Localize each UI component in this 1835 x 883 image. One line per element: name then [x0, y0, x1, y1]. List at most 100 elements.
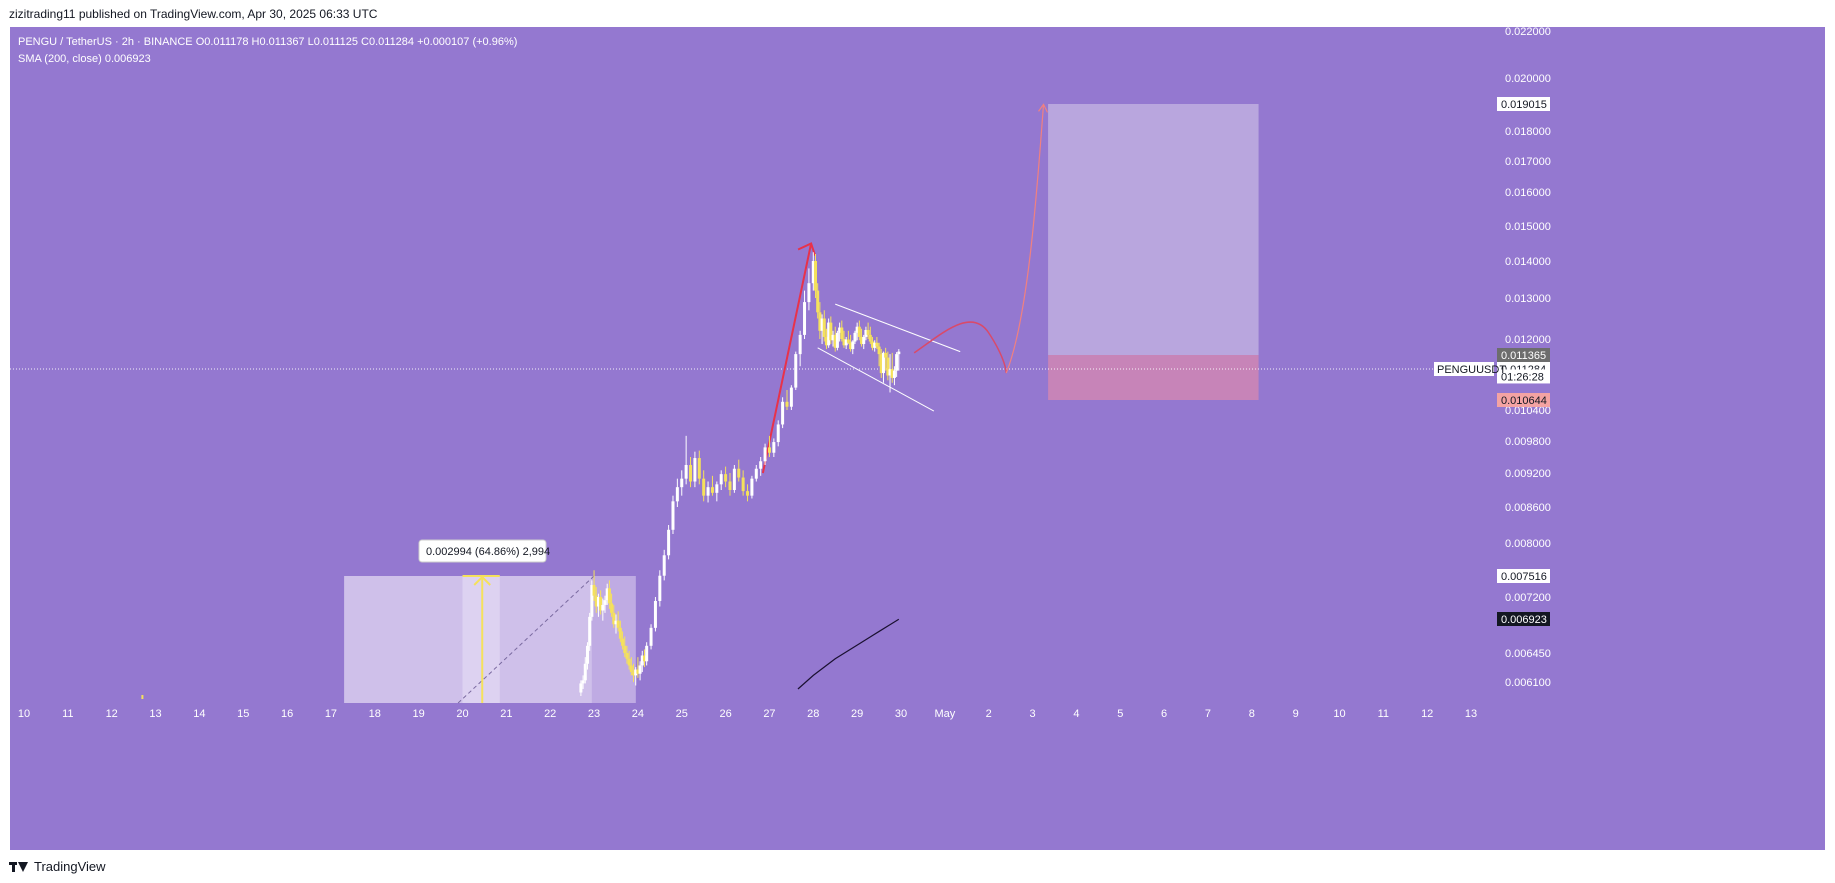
published-bar: zizitrading11 published on TradingView.c… [0, 0, 1835, 27]
candle-body [623, 645, 627, 653]
candle-body [741, 477, 745, 492]
candle-body [816, 290, 820, 313]
candle-body [844, 339, 848, 346]
price-label: 0.011365 [1501, 350, 1546, 362]
candle-body [719, 474, 723, 485]
candle-body [706, 487, 710, 496]
candle-body [592, 585, 596, 596]
candle-body [581, 680, 585, 684]
candle-body [750, 478, 754, 496]
price-label-box [1497, 612, 1550, 626]
time-tick-label: 29 [851, 708, 863, 720]
candle-body [728, 481, 732, 490]
candle-body [732, 468, 736, 490]
time-tick-label: 20 [456, 708, 468, 720]
time-tick-label: 10 [18, 708, 30, 720]
candle-body [754, 468, 758, 479]
tradingview-logo-icon [9, 861, 29, 873]
candle-body [895, 354, 899, 371]
candle-body [897, 351, 901, 355]
candle-body [642, 655, 646, 662]
candle-body [873, 342, 877, 348]
price-label: 0.006923 [1501, 614, 1547, 626]
price-tick-label: 0.008600 [1505, 502, 1551, 514]
candle-body [818, 312, 822, 331]
published-text: zizitrading11 published on TradingView.c… [9, 7, 378, 21]
candle-body [684, 465, 688, 479]
sma-value: 0.006923 [104, 53, 151, 65]
candle-body [627, 658, 631, 666]
candle-body [822, 318, 826, 337]
price-tick-label: 0.022000 [1505, 27, 1551, 38]
measure-band [462, 576, 500, 703]
candle-body [892, 370, 896, 378]
candle-body [879, 354, 883, 374]
price-label-box [1497, 348, 1550, 362]
symbol-tag: PENGUUSDT [1437, 364, 1506, 376]
price-label: 0.019015 [1501, 99, 1547, 111]
candle-body [599, 597, 603, 611]
stop-zone[interactable] [1048, 355, 1259, 400]
candle-body [689, 465, 693, 482]
candle-body [603, 600, 607, 605]
candle-body [807, 283, 811, 303]
candle-body [594, 595, 598, 607]
impulse-arrow-head [797, 242, 817, 256]
time-tick-label: 21 [500, 708, 512, 720]
candle-body [842, 339, 846, 346]
candle-body [588, 616, 592, 646]
candle-body [798, 334, 802, 355]
price-axis [1487, 27, 1825, 850]
candle-body [590, 585, 594, 617]
price-chart[interactable]: 0.002994 (64.86%) 2,994 0.022000 0.020000 0… [10, 27, 1825, 850]
time-tick-label: 12 [106, 708, 118, 720]
candle-body [693, 458, 697, 482]
candle-body [860, 336, 864, 345]
projected-path-up [1005, 104, 1045, 374]
candle-body [645, 645, 649, 662]
candle-body [824, 336, 828, 346]
candle-body [759, 461, 763, 469]
candle-body [835, 332, 839, 348]
candle-body [767, 447, 771, 453]
time-tick-label: 13 [1465, 708, 1477, 720]
chart-area[interactable]: 0.002994 (64.86%) 2,994 0.022000 0.020000 0… [10, 27, 1825, 850]
symbol-tag-box [1434, 362, 1494, 376]
time-tick-label: 24 [632, 708, 644, 720]
candle-body [849, 342, 853, 350]
time-tick-label: 2 [986, 708, 992, 720]
time-tick-label: 15 [237, 708, 249, 720]
measure-label: 0.002994 (64.86%) 2,994 [426, 546, 550, 558]
candle-body [853, 332, 857, 342]
time-tick-label: 6 [1161, 708, 1167, 720]
candle-body [870, 341, 874, 348]
candle-body [868, 334, 872, 342]
price-tick-label: 0.006100 [1505, 677, 1551, 689]
candle-body [601, 604, 605, 611]
candle-body [886, 357, 890, 376]
candle-body [640, 655, 644, 666]
time-tick-label: 10 [1333, 708, 1345, 720]
impulse-arrow-line [761, 243, 813, 474]
price-tick-label: 0.010400 [1505, 405, 1551, 417]
sma-label: SMA (200, close) [18, 53, 102, 65]
candle-body [583, 663, 587, 681]
candle-body [746, 491, 750, 496]
target-zone[interactable] [1048, 104, 1259, 355]
candle-body [785, 401, 789, 407]
candle-body [636, 669, 640, 674]
tradingview-brand[interactable]: TradingView [9, 859, 106, 874]
time-tick-label: 30 [895, 708, 907, 720]
candle-body [866, 329, 870, 335]
candle-body [614, 620, 618, 625]
time-tick-label: 4 [1073, 708, 1079, 720]
candle-body [833, 334, 837, 348]
candle-body [776, 424, 780, 443]
time-tick-label: 13 [149, 708, 161, 720]
candle-body [781, 401, 785, 425]
channel-top-line [835, 303, 961, 353]
chart-legend: PENGU / TetherUS · 2h · BINANCE O0.01117… [18, 34, 517, 68]
candle-body [625, 653, 629, 659]
time-tick-label: 25 [676, 708, 688, 720]
candle-body [653, 600, 657, 628]
